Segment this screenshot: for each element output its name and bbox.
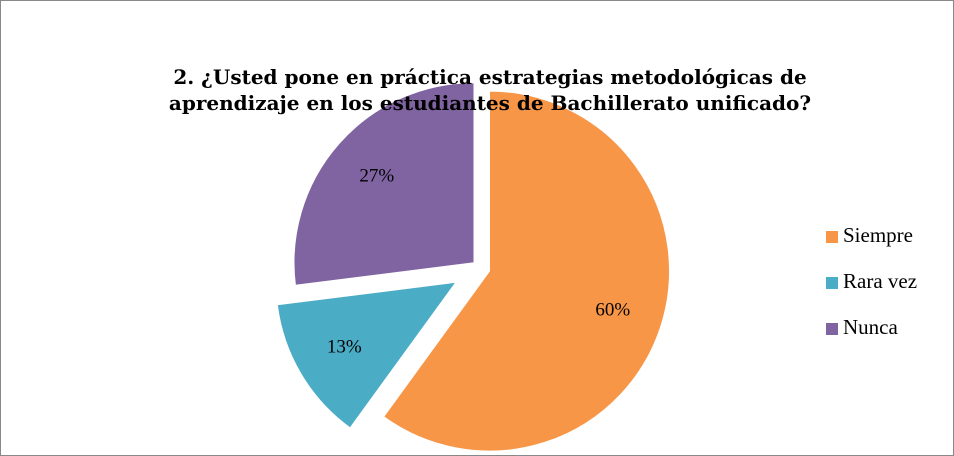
legend-label: Nunca xyxy=(843,315,898,339)
legend-swatch xyxy=(826,277,838,289)
data-label: 13% xyxy=(327,337,362,358)
chart-title: 2. ¿Usted pone en práctica estrategias m… xyxy=(168,65,812,115)
legend-swatch xyxy=(826,323,838,335)
data-label: 27% xyxy=(359,165,394,186)
legend-label: Rara vez xyxy=(843,269,917,293)
pie-slice xyxy=(383,90,670,452)
legend-label: Siempre xyxy=(843,223,913,247)
pie-slice xyxy=(293,82,475,286)
pie-slice xyxy=(276,281,457,429)
legend-swatch xyxy=(826,231,838,243)
data-label: 60% xyxy=(595,299,630,320)
